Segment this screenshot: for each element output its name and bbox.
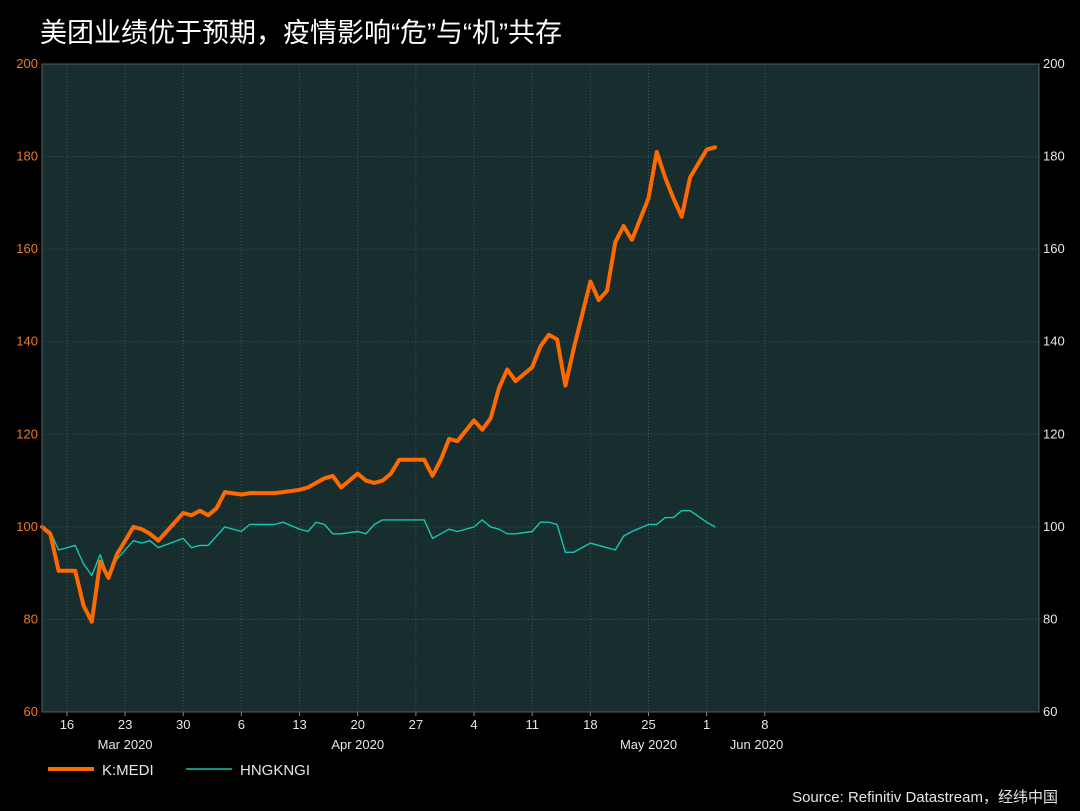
x-tick-label: 20: [350, 717, 364, 732]
y-axis-left: 60 80 100 120 140 160 180 200: [16, 56, 38, 719]
x-tick-label: 11: [525, 717, 539, 732]
y-tick-label-left: 100: [16, 519, 38, 534]
y-tick-label-right: 100: [1043, 519, 1065, 534]
y-tick-label-left: 80: [24, 611, 38, 626]
x-month-label: Apr 2020: [331, 737, 384, 752]
y-tick-label-right: 60: [1043, 704, 1057, 719]
series-lines: [40, 145, 717, 624]
y-tick-label-right: 80: [1043, 611, 1057, 626]
y-tick-label-left: 200: [16, 56, 38, 71]
legend-label-k-medi: K:MEDI: [102, 762, 154, 779]
x-tick-label: 27: [409, 717, 423, 732]
y-axis-right: 60 80 100 120 140 160 180 200: [1043, 56, 1065, 719]
x-tick-label: 25: [641, 717, 655, 732]
series-line-k-medi: [40, 145, 717, 624]
legend-label-hngkngi: HNGKNGI: [240, 762, 310, 779]
series-line-hngkngi: [41, 510, 716, 579]
x-tick-label: 13: [292, 717, 306, 732]
x-month-label: Mar 2020: [98, 737, 153, 752]
x-month-label: May 2020: [620, 737, 677, 752]
y-tick-label-left: 160: [16, 241, 38, 256]
y-tick-label-right: 180: [1043, 149, 1065, 164]
y-tick-label-left: 120: [16, 426, 38, 441]
x-tick-label: 4: [470, 717, 477, 732]
y-tick-label-right: 140: [1043, 334, 1065, 349]
y-tick-label-right: 120: [1043, 426, 1065, 441]
x-tick-label: 16: [60, 717, 74, 732]
x-tick-label: 6: [238, 717, 245, 732]
x-tick-label: 18: [583, 717, 597, 732]
chart-title: 美团业绩优于预期，疫情影响“危”与“机”共存: [40, 18, 562, 48]
x-tick-label: 30: [176, 717, 190, 732]
x-tick-label: 23: [118, 717, 132, 732]
x-tick-label: 1: [703, 717, 710, 732]
x-tick-label: 8: [761, 717, 768, 732]
y-tick-label-right: 200: [1043, 56, 1065, 71]
x-month-label: Jun 2020: [730, 737, 784, 752]
y-tick-label-left: 180: [16, 149, 38, 164]
plot-area: [42, 64, 1039, 712]
y-tick-label-right: 160: [1043, 241, 1065, 256]
legend: K:MEDI HNGKNGI: [48, 762, 310, 779]
plot-border: [41, 63, 1040, 713]
source-note: Source: Refinitiv Datastream，经纬中国: [792, 789, 1058, 806]
y-tick-label-left: 60: [24, 704, 38, 719]
y-tick-label-left: 140: [16, 334, 38, 349]
